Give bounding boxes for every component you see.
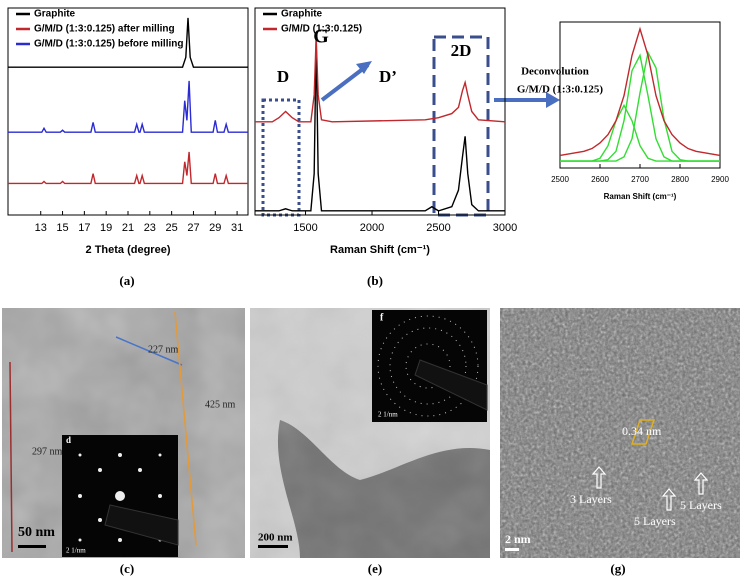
arrow-head — [356, 61, 372, 74]
peak-annotation: D’ — [379, 67, 397, 86]
layer-label: 5 Layers — [680, 498, 722, 512]
x-tick-label: 17 — [78, 222, 90, 234]
series-line — [560, 50, 720, 162]
x-tick-label: 3000 — [493, 222, 517, 234]
d-band-box — [261, 98, 301, 217]
x-tick-label: 25 — [166, 222, 178, 234]
legend-label: Graphite — [281, 9, 323, 20]
hrtem-texture — [500, 308, 740, 558]
series-line — [255, 36, 506, 123]
x-tick-label: 31 — [231, 222, 243, 234]
measure-line — [174, 311, 197, 546]
x-tick-label: 2800 — [671, 175, 689, 184]
arrow-head — [546, 92, 560, 108]
scale-bar-label: 200 nm — [258, 532, 293, 544]
legend-label: G/M/D (1:3:0.125) before milling — [34, 39, 183, 50]
inset-annotation: G/M/D (1:3:0.125) — [517, 84, 603, 96]
layer-label: 5 Layers — [634, 514, 676, 528]
x-axis-label: 2 Theta (degree) — [86, 244, 171, 256]
scale-bar — [258, 545, 288, 548]
measure-line — [9, 361, 13, 553]
diffraction-rings — [377, 315, 479, 417]
layer-label: 0.34 nm — [622, 424, 662, 438]
x-tick-label: 1500 — [293, 222, 317, 234]
x-tick-label: 19 — [100, 222, 112, 234]
x-tick-label: 29 — [209, 222, 221, 234]
x-tick-label: 13 — [35, 222, 47, 234]
lattice-marker — [630, 419, 656, 445]
measure-label: 425 nm — [205, 399, 236, 410]
series-line — [255, 39, 505, 212]
peak-annotation: G — [313, 26, 329, 48]
x-tick-label: 2500 — [426, 222, 450, 234]
layer-label: 3 Layers — [570, 492, 612, 506]
x-tick-label: 2900 — [711, 175, 729, 184]
x-tick-label: 2000 — [360, 222, 384, 234]
x-tick-label: 15 — [56, 222, 68, 234]
series-line — [560, 103, 720, 162]
panel-label: (b) — [367, 273, 383, 288]
beam-stop — [104, 504, 179, 546]
scale-bar-label: 2 nm — [505, 532, 531, 546]
series-line — [559, 26, 721, 157]
x-tick-label: 27 — [187, 222, 199, 234]
arrow — [320, 63, 370, 102]
panel-label: (c) — [120, 561, 134, 576]
inset-label: f — [380, 312, 384, 323]
measure-line — [115, 336, 183, 366]
scale-bar-label: 50 nm — [18, 525, 55, 540]
peak-annotation: D — [277, 67, 289, 86]
inset-scale-label: 2 1/nm — [66, 547, 86, 555]
panel-label: (a) — [119, 273, 134, 288]
diffraction-spots — [78, 453, 162, 542]
legend-label: G/M/D (1:3:0.125) — [281, 24, 362, 35]
beam-stop — [414, 359, 488, 411]
layer-arrows — [591, 466, 709, 511]
inset-annotation: Deconvolution — [521, 66, 589, 78]
x-tick-label: 23 — [144, 222, 156, 234]
inset-scale-label: 2 1/nm — [378, 411, 398, 419]
plot-frame — [254, 7, 506, 216]
x-axis-label: Raman Shift (cm⁻¹) — [330, 244, 430, 256]
x-tick-label: 2700 — [631, 175, 649, 184]
x-tick-label: 2600 — [591, 175, 609, 184]
x-axis-label: Raman Shift (cm⁻¹) — [604, 192, 677, 201]
2d-band-box — [432, 35, 490, 217]
peak-annotation: 2D — [451, 41, 472, 60]
panel-label: (e) — [368, 561, 382, 576]
scale-bar — [505, 548, 519, 551]
series-line — [8, 80, 248, 133]
inset-label: d — [66, 435, 71, 445]
legend-label: Graphite — [34, 9, 76, 20]
measure-label: 227 nm — [148, 344, 179, 355]
x-tick-label: 2500 — [551, 175, 569, 184]
panel-label: (g) — [610, 561, 625, 576]
series-line — [8, 151, 248, 185]
x-tick-label: 21 — [122, 222, 134, 234]
measure-label: 297 nm — [32, 446, 63, 457]
scale-bar — [18, 545, 46, 548]
legend-label: G/M/D (1:3:0.125) after milling — [34, 24, 175, 35]
series-line — [8, 17, 248, 68]
